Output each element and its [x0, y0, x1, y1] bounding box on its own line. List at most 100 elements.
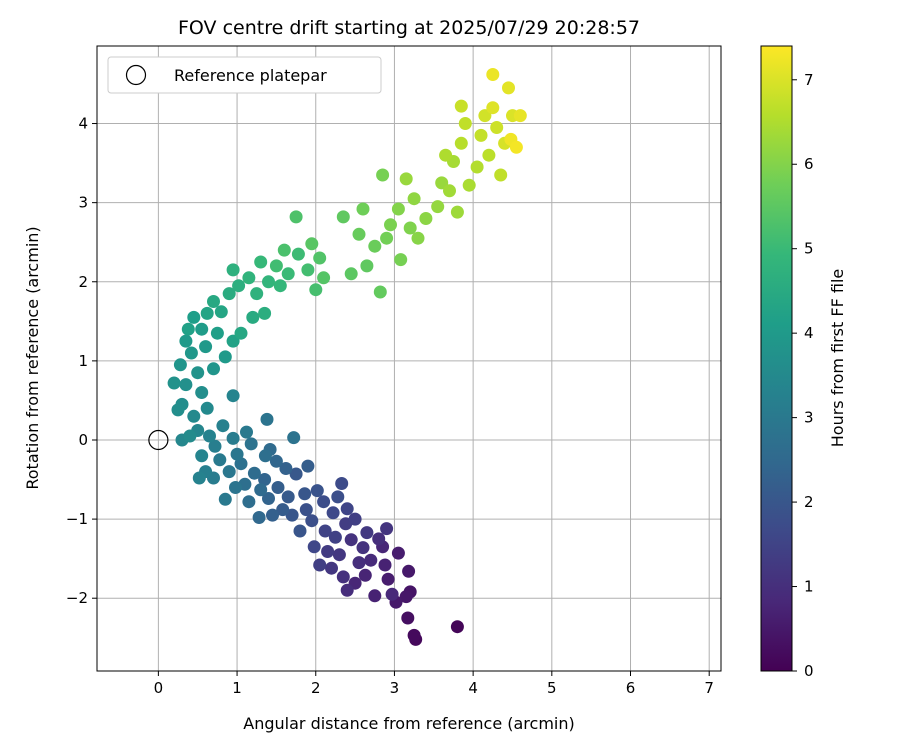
scatter-point [368, 239, 382, 253]
colorbar-tick-label: 5 [804, 240, 814, 258]
scatter-point [380, 522, 394, 536]
scatter-point [208, 439, 222, 453]
y-tick-label: 2 [78, 273, 88, 291]
scatter-point [394, 253, 408, 267]
scatter-point [474, 128, 488, 142]
scatter-point [167, 376, 181, 390]
scatter-point [372, 532, 386, 546]
scatter-point [269, 454, 283, 468]
y-tick-label: 4 [78, 115, 88, 133]
reference-point-marker [148, 429, 169, 451]
legend: Reference platepar [107, 56, 382, 94]
scatter-point [173, 358, 187, 372]
x-tick-label: 0 [154, 679, 164, 697]
scatter-point [331, 490, 345, 504]
scatter-point [234, 326, 248, 340]
y-tick-label: 1 [78, 352, 88, 370]
scatter-point [344, 267, 358, 281]
scatter-point [407, 628, 421, 642]
scatter-point [200, 306, 214, 320]
y-tick-label: 3 [78, 194, 88, 212]
y-tick-label: 0 [78, 431, 88, 449]
scatter-point [246, 310, 260, 324]
plot-area: 0 1 2 3 4 5 6 7 −2 −1 0 1 2 3 4 [66, 45, 722, 697]
scatter-point [435, 176, 449, 190]
x-tick-label: 3 [390, 679, 400, 697]
scatter-point [310, 484, 324, 498]
scatter-point [203, 429, 216, 443]
x-tick-label: 2 [311, 679, 321, 697]
scatter-point [325, 561, 338, 575]
scatter-point [407, 192, 421, 206]
colorbar-tick-label: 3 [804, 409, 814, 427]
scatter-point [232, 279, 246, 293]
scatter-point [213, 453, 227, 467]
scatter-point [352, 556, 366, 570]
scatter-point [226, 389, 240, 403]
y-tick-label: −2 [66, 589, 88, 607]
scatter-point [478, 109, 492, 123]
y-axis-ticks: −2 −1 0 1 2 3 4 [66, 115, 97, 607]
scatter-point [184, 346, 198, 360]
scatter-point [298, 487, 312, 501]
scatter-point [242, 271, 256, 285]
y-axis-label: Rotation from reference (arcmin) [23, 226, 42, 489]
scatter-point [226, 431, 240, 445]
scatter-point [318, 524, 332, 538]
scatter-point [305, 514, 319, 528]
scatter-point [301, 459, 315, 473]
scatter-point [381, 572, 395, 586]
scatter-point [254, 255, 268, 269]
scatter-point [317, 271, 331, 285]
scatter-point [293, 524, 307, 538]
scatter-point [419, 212, 433, 225]
scatter-point [195, 322, 209, 336]
scatter-point [317, 495, 331, 509]
scatter-point [482, 148, 496, 162]
scatter-point [266, 508, 279, 522]
scatter-point [403, 221, 417, 235]
x-axis-label: Angular distance from reference (arcmin) [243, 714, 574, 733]
scatter-point [380, 231, 394, 245]
scatter-point [216, 419, 230, 433]
scatter-point [321, 545, 335, 558]
scatter-point [458, 117, 472, 130]
scatter-point [195, 449, 209, 463]
scatter-point [340, 502, 354, 516]
scatter-point [502, 81, 515, 95]
scatter-point [335, 477, 349, 490]
scatter-point [291, 247, 305, 261]
scatter-point [450, 620, 464, 634]
scatter-point [171, 403, 185, 417]
scatter-point [356, 541, 370, 555]
scatter-point [470, 160, 484, 174]
scatter-point [276, 503, 290, 517]
scatter-point [401, 611, 415, 625]
scatter-point [260, 412, 274, 426]
scatter-point [179, 334, 193, 348]
colorbar-tick-label: 6 [804, 155, 814, 173]
scatter-point [187, 310, 201, 324]
scatter-point [513, 109, 527, 123]
scatter-point [486, 68, 500, 81]
scatter-point [443, 184, 456, 198]
scatter-point [328, 530, 342, 544]
colorbar-tick-label: 4 [804, 324, 814, 342]
scatter-point [439, 148, 453, 162]
scatter-point [183, 429, 197, 443]
scatter-point [450, 205, 464, 219]
colorbar: 0 1 2 3 4 5 6 7 Hours from first FF file [760, 45, 847, 680]
scatter-point [187, 409, 201, 423]
scatter-point [181, 322, 195, 336]
colorbar-gradient [760, 45, 793, 672]
scatter-point [364, 553, 378, 567]
scatter-point [348, 512, 362, 526]
scatter-point [289, 467, 303, 481]
scatter-point [368, 589, 382, 603]
scatter-point [273, 279, 287, 293]
scatter-point [262, 492, 275, 505]
scatter-point [287, 431, 301, 445]
scatter-point [494, 168, 508, 182]
plot-frame [96, 45, 722, 672]
scatter-point [258, 306, 272, 320]
